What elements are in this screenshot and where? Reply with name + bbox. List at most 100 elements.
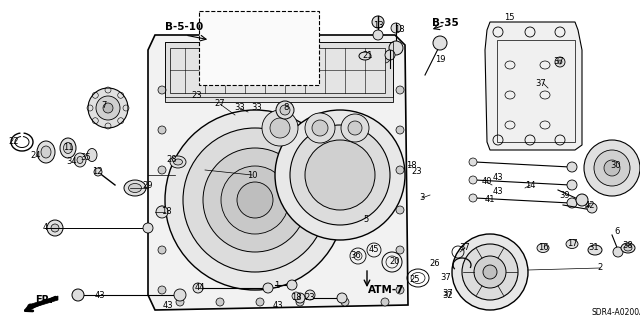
Circle shape [433, 36, 447, 50]
Circle shape [237, 182, 273, 218]
Text: 18: 18 [161, 207, 172, 217]
Text: 22: 22 [9, 137, 19, 146]
Text: 40: 40 [482, 177, 492, 187]
Circle shape [462, 244, 518, 300]
Text: FR.: FR. [35, 295, 53, 305]
Circle shape [348, 121, 362, 135]
Text: 17: 17 [566, 240, 577, 249]
Ellipse shape [77, 157, 83, 164]
Text: 21: 21 [363, 50, 373, 60]
Text: 6: 6 [614, 227, 620, 236]
Text: B-5-10: B-5-10 [165, 22, 204, 32]
Circle shape [287, 280, 297, 290]
Text: 43: 43 [273, 300, 284, 309]
Text: 37: 37 [440, 272, 451, 281]
Circle shape [51, 224, 59, 232]
Text: 23: 23 [192, 91, 202, 100]
Circle shape [474, 256, 506, 288]
Circle shape [452, 234, 528, 310]
Circle shape [469, 158, 477, 166]
Circle shape [337, 293, 347, 303]
Text: 5: 5 [364, 216, 369, 225]
Text: 41: 41 [484, 196, 495, 204]
Circle shape [262, 110, 298, 146]
Ellipse shape [87, 149, 97, 161]
Text: 37: 37 [536, 78, 547, 87]
Text: 26: 26 [429, 258, 440, 268]
Ellipse shape [74, 153, 86, 167]
Circle shape [613, 247, 623, 257]
Text: SDR4-A0200A: SDR4-A0200A [592, 308, 640, 317]
Circle shape [94, 168, 102, 176]
Text: 43: 43 [493, 188, 503, 197]
Circle shape [391, 23, 401, 33]
Text: 1: 1 [275, 281, 280, 291]
Circle shape [396, 286, 404, 294]
Ellipse shape [588, 245, 602, 255]
Text: 42: 42 [585, 201, 595, 210]
Text: 30: 30 [611, 160, 621, 169]
Circle shape [47, 220, 63, 236]
Circle shape [176, 298, 184, 306]
Ellipse shape [41, 146, 51, 158]
Circle shape [296, 298, 304, 306]
Text: 36: 36 [351, 250, 362, 259]
Text: 23: 23 [412, 167, 422, 176]
Circle shape [389, 41, 403, 55]
Circle shape [290, 125, 390, 225]
Circle shape [305, 290, 315, 300]
Circle shape [567, 180, 577, 190]
Text: 18: 18 [394, 26, 404, 34]
Text: 37: 37 [460, 243, 470, 253]
Text: 18: 18 [291, 293, 301, 302]
Polygon shape [485, 22, 582, 150]
Circle shape [103, 103, 113, 113]
Circle shape [396, 166, 404, 174]
Text: 37: 37 [554, 57, 564, 66]
Text: 10: 10 [247, 170, 257, 180]
Ellipse shape [624, 245, 632, 251]
Circle shape [143, 223, 153, 233]
Text: 24: 24 [31, 151, 41, 160]
Ellipse shape [173, 159, 182, 165]
Text: 38: 38 [623, 241, 634, 249]
Circle shape [594, 150, 630, 186]
Circle shape [158, 246, 166, 254]
Text: 8: 8 [284, 103, 289, 113]
Ellipse shape [537, 243, 549, 253]
Circle shape [341, 298, 349, 306]
Circle shape [72, 289, 84, 301]
Circle shape [584, 140, 640, 196]
Polygon shape [28, 296, 58, 311]
Circle shape [483, 265, 497, 279]
Circle shape [373, 30, 383, 40]
Text: 11: 11 [63, 143, 73, 152]
Polygon shape [148, 35, 408, 310]
Text: 37: 37 [443, 288, 453, 298]
Text: 45: 45 [369, 246, 380, 255]
Text: 7: 7 [101, 100, 107, 109]
Bar [170, 48, 385, 93]
Circle shape [240, 53, 250, 63]
Circle shape [396, 126, 404, 134]
Circle shape [156, 206, 168, 218]
Circle shape [158, 206, 166, 214]
Ellipse shape [359, 52, 371, 60]
Circle shape [310, 53, 320, 63]
Text: 43: 43 [163, 300, 173, 309]
Circle shape [174, 289, 186, 301]
Text: B-35: B-35 [432, 18, 459, 28]
Text: 28: 28 [166, 155, 177, 165]
Circle shape [158, 286, 166, 294]
Bar [165, 42, 393, 102]
Circle shape [275, 53, 285, 63]
FancyBboxPatch shape [199, 11, 319, 85]
Circle shape [292, 292, 300, 300]
Text: 43: 43 [493, 173, 503, 182]
Ellipse shape [129, 183, 141, 192]
Circle shape [372, 16, 384, 28]
Ellipse shape [566, 240, 578, 249]
Circle shape [96, 96, 120, 120]
Text: 32: 32 [443, 291, 453, 300]
Text: 35: 35 [81, 152, 92, 161]
